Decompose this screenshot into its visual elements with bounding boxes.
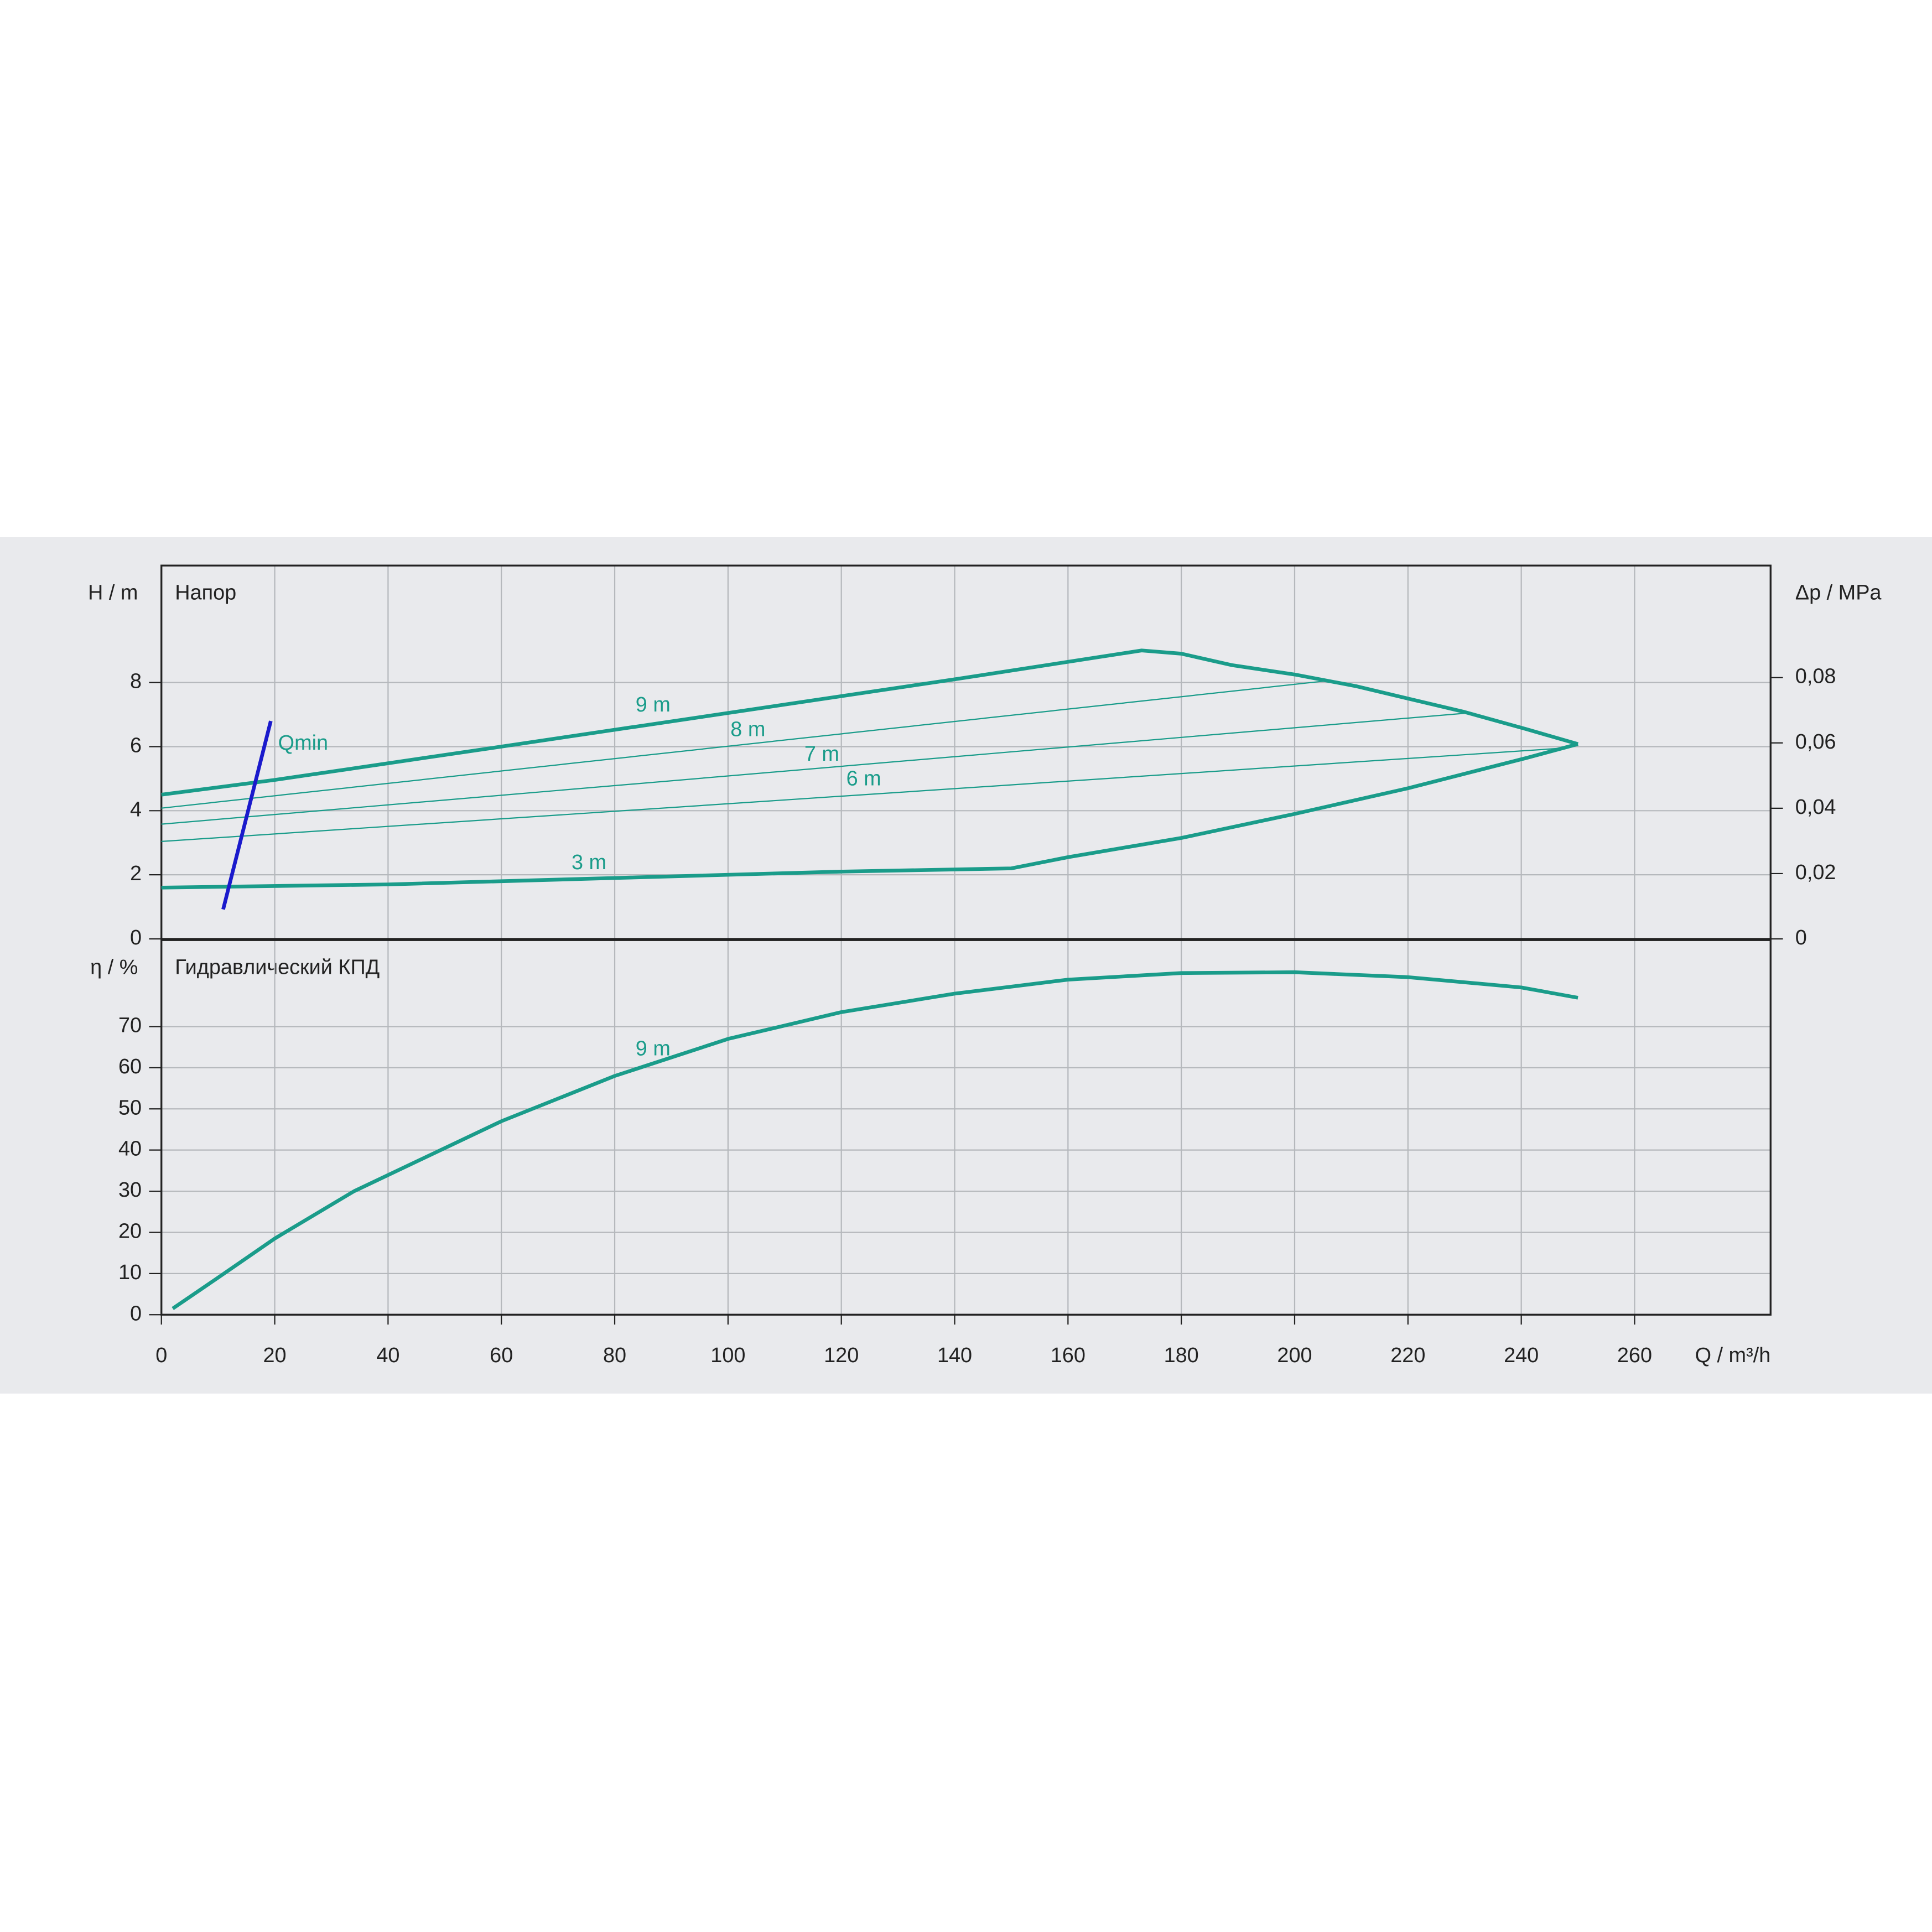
plot-frame — [160, 939, 1772, 1316]
x-tick-label: 60 — [490, 1344, 513, 1367]
line-label: 3 m — [572, 851, 606, 874]
x-tick-label: 40 — [376, 1344, 399, 1367]
y-tick-label: 10 — [118, 1261, 142, 1284]
y-tick-label: 0 — [130, 926, 142, 949]
x-tick-label: 80 — [603, 1344, 626, 1367]
line — [161, 648, 1578, 797]
y-tick-label: 40 — [118, 1138, 142, 1161]
line — [161, 681, 1323, 809]
y-tick-label: 8 — [130, 670, 142, 693]
y-tick-label: 70 — [118, 1014, 142, 1037]
y2-tick-label: 0,08 — [1795, 665, 1836, 688]
x-tick-label: 160 — [1051, 1344, 1086, 1367]
y-tick-label: 30 — [118, 1178, 142, 1202]
x-tick-label: 200 — [1277, 1344, 1312, 1367]
line-label: 8 m — [730, 718, 765, 741]
y-tick-label: 50 — [118, 1096, 142, 1119]
y-tick-label: 4 — [130, 798, 142, 821]
y-tick-label: 6 — [130, 734, 142, 757]
x-tick-label: 180 — [1164, 1344, 1199, 1367]
chart-title: Напор — [175, 581, 236, 604]
y2-tick-label: 0,06 — [1795, 730, 1836, 754]
y-tick-label: 2 — [130, 862, 142, 885]
line — [221, 720, 273, 910]
line — [161, 742, 1578, 890]
y-tick-label: 60 — [118, 1055, 142, 1078]
x-axis-label: Q / m³/h — [1695, 1344, 1771, 1367]
x-tick-label: 100 — [710, 1344, 745, 1367]
chart-background — [0, 537, 1932, 1394]
y-axis-label: η / % — [90, 955, 138, 979]
x-tick-label: 120 — [824, 1344, 859, 1367]
x-tick-label: 220 — [1390, 1344, 1425, 1367]
chart-title: Гидравлический КПД — [175, 955, 380, 979]
y2-tick-label: 0 — [1795, 926, 1807, 949]
x-tick-label: 140 — [937, 1344, 972, 1367]
y-tick-label: 20 — [118, 1219, 142, 1243]
y2-axis-label: Δp / MPa — [1795, 581, 1882, 604]
plot-frame — [160, 564, 1772, 940]
line — [161, 747, 1567, 843]
y2-tick-label: 0,02 — [1795, 861, 1836, 884]
line-label: 7 m — [804, 742, 839, 766]
x-tick-label: 0 — [155, 1344, 167, 1367]
x-tick-label: 260 — [1617, 1344, 1652, 1367]
y-axis-label: H / m — [88, 581, 138, 604]
line-label: 6 m — [846, 767, 881, 791]
line — [172, 970, 1578, 1310]
line-label: Qmin — [278, 731, 328, 755]
line-label: 9 m — [636, 1037, 671, 1060]
x-tick-label: 240 — [1504, 1344, 1539, 1367]
line-label: 9 m — [636, 693, 671, 716]
line — [161, 713, 1465, 825]
y2-tick-label: 0,04 — [1795, 796, 1836, 819]
x-tick-label: 20 — [263, 1344, 287, 1367]
y-tick-label: 0 — [130, 1302, 142, 1325]
